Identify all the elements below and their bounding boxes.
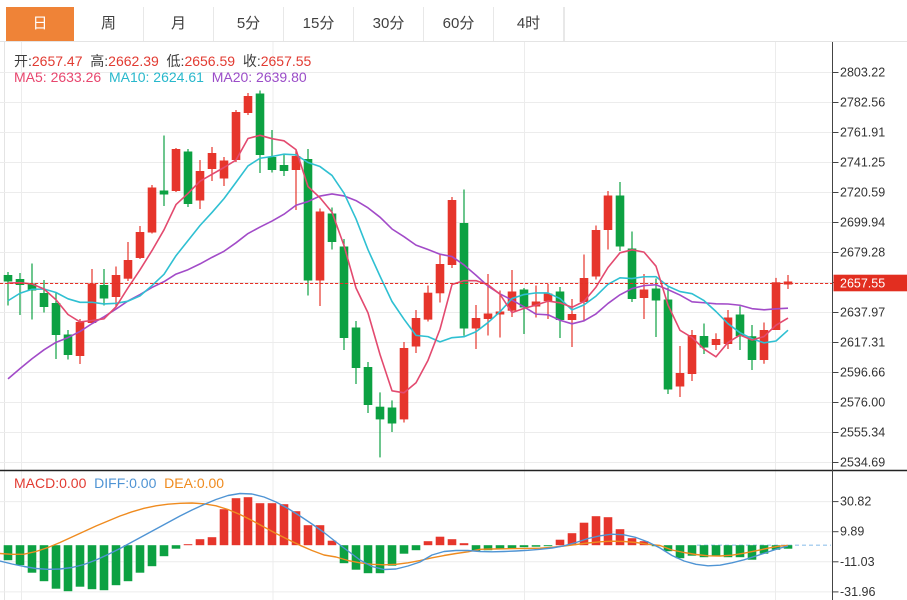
svg-text:2596.66: 2596.66 (840, 366, 885, 380)
svg-text:-11.03: -11.03 (840, 555, 875, 569)
svg-text:30.82: 30.82 (840, 495, 871, 509)
svg-text:-31.96: -31.96 (840, 585, 875, 599)
svg-text:2720.59: 2720.59 (840, 186, 885, 200)
svg-text:2555.34: 2555.34 (840, 426, 885, 440)
svg-text:2657.55: 2657.55 (840, 276, 885, 290)
svg-text:2534.69: 2534.69 (840, 456, 885, 470)
svg-text:2699.94: 2699.94 (840, 216, 885, 230)
svg-text:2803.22: 2803.22 (840, 66, 885, 80)
svg-text:9.89: 9.89 (840, 525, 864, 539)
svg-text:2782.56: 2782.56 (840, 96, 885, 110)
svg-text:2576.00: 2576.00 (840, 396, 885, 410)
svg-text:2761.91: 2761.91 (840, 126, 885, 140)
svg-text:2637.97: 2637.97 (840, 306, 885, 320)
svg-text:2617.31: 2617.31 (840, 336, 885, 350)
svg-text:2679.28: 2679.28 (840, 246, 885, 260)
svg-text:2741.25: 2741.25 (840, 156, 885, 170)
